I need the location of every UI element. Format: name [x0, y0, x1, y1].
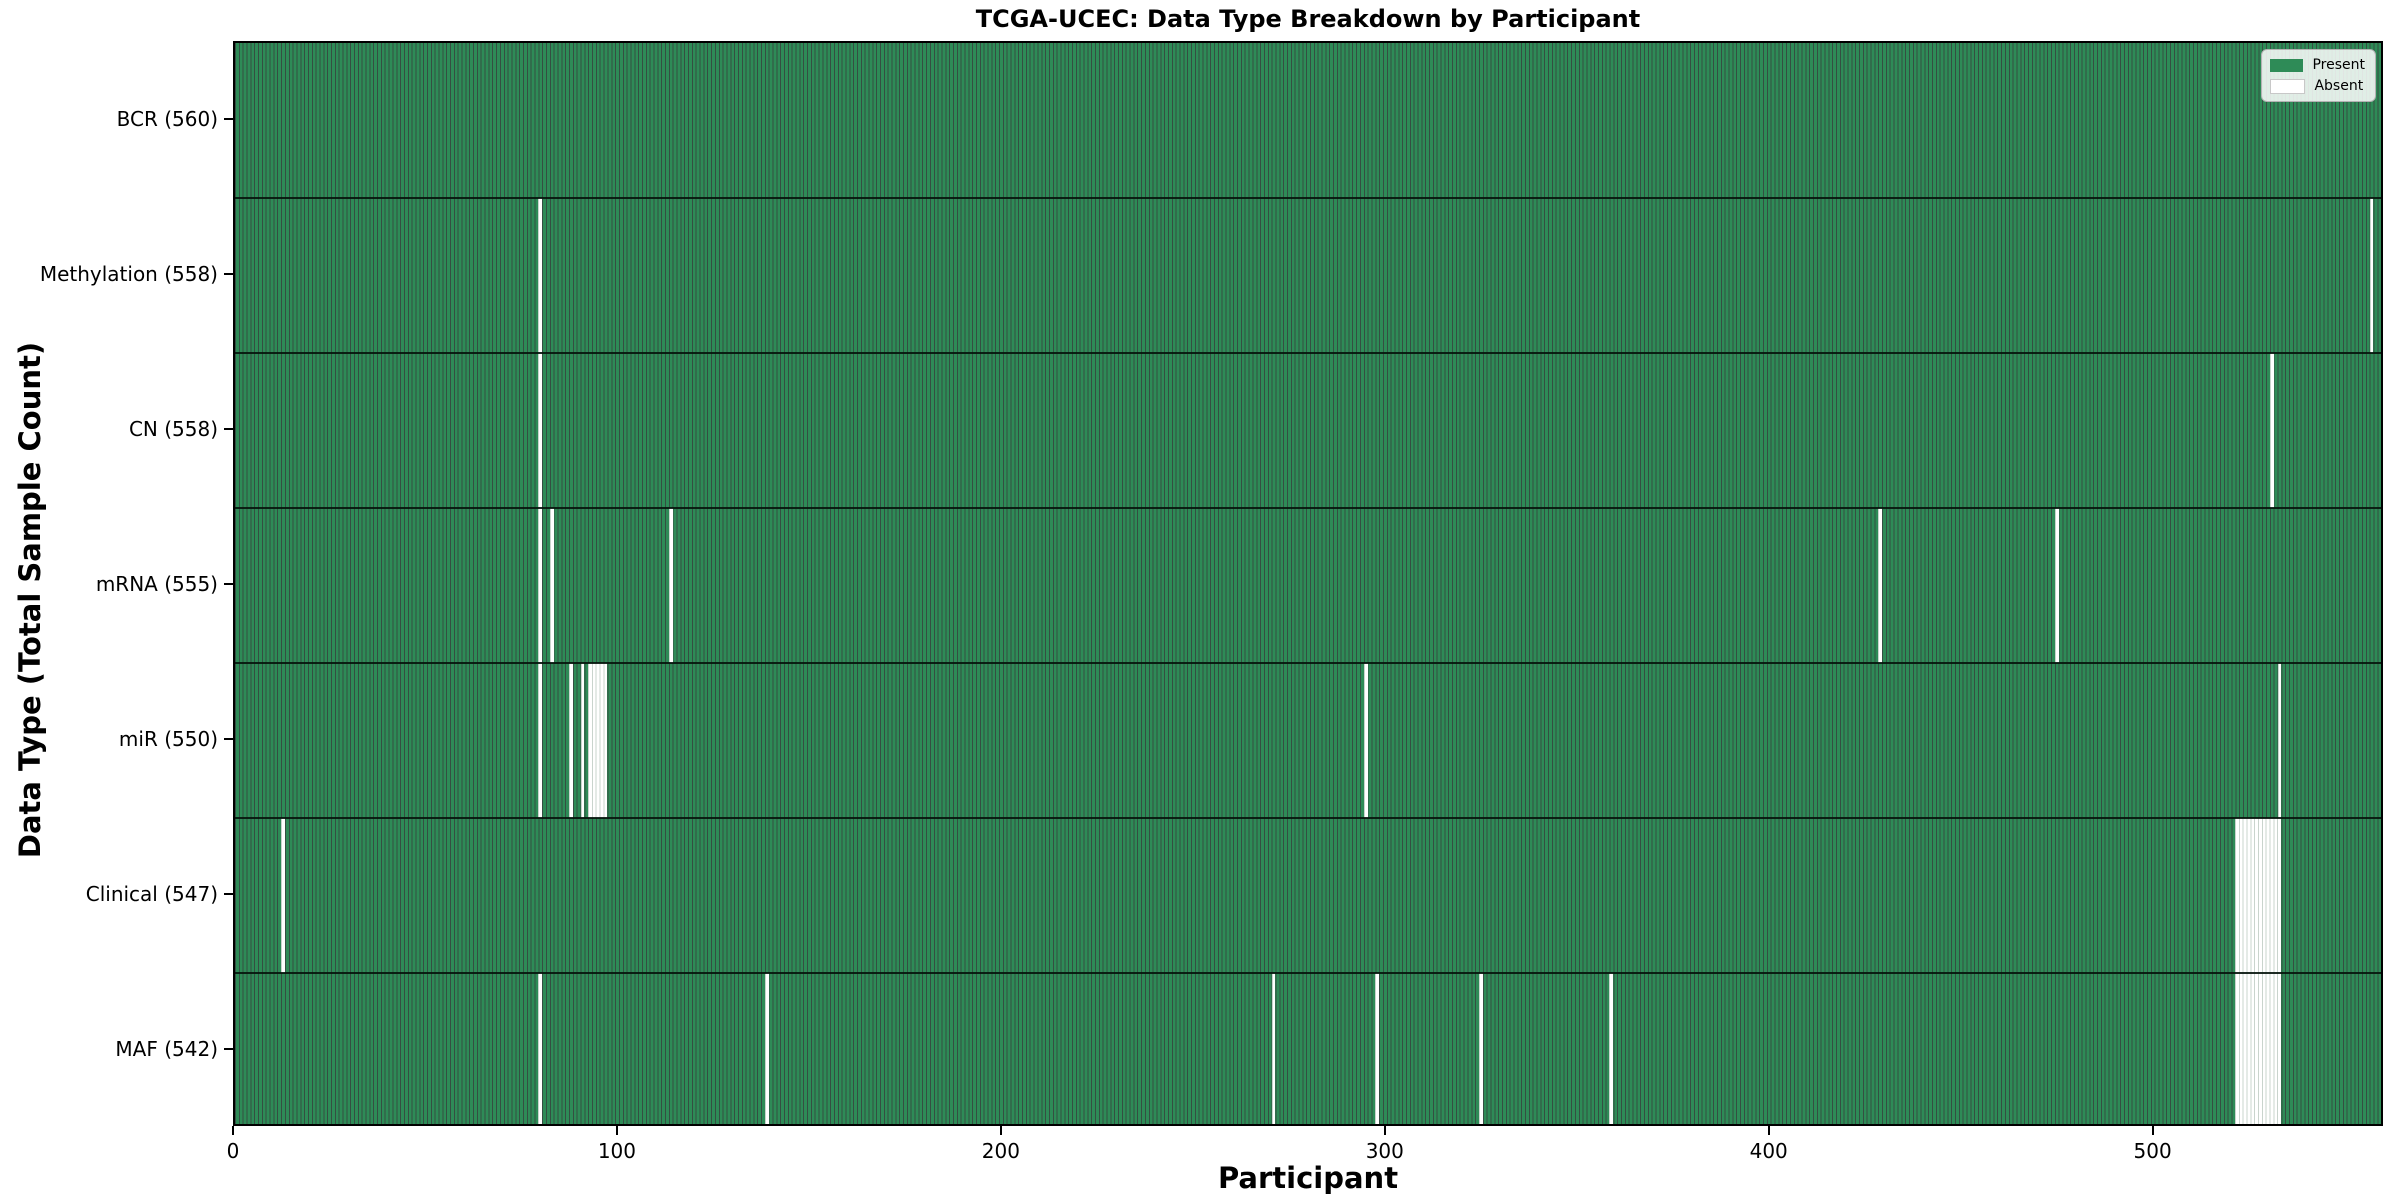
absent-gap — [2269, 353, 2274, 508]
legend-swatch-absent — [2270, 78, 2306, 94]
row-separator — [235, 507, 2381, 509]
y-tick-label-cn: CN (558) — [128, 416, 218, 441]
row-separator — [235, 817, 2381, 819]
y-tick-mark — [224, 582, 233, 585]
absent-gap — [2235, 973, 2282, 1124]
row-separator — [235, 197, 2381, 199]
absent-gap — [538, 663, 543, 818]
absent-gap — [2369, 198, 2374, 353]
absent-gap — [281, 818, 285, 973]
row-separator — [235, 662, 2381, 664]
absent-gap — [538, 198, 543, 353]
legend-label: Present — [2312, 57, 2365, 73]
absent-gap — [569, 663, 573, 818]
legend-item-absent: Absent — [2270, 78, 2365, 94]
y-tick-mark — [224, 892, 233, 895]
x-tick-label-100: 100 — [597, 1139, 637, 1163]
y-tick-mark — [224, 427, 233, 430]
row-separator — [235, 352, 2381, 354]
x-tick-label-300: 300 — [1365, 1139, 1404, 1163]
data-row-clinical — [235, 818, 2381, 973]
y-tick-label-clinical: Clinical (547) — [85, 881, 218, 906]
y-tick-label-maf: MAF (542) — [115, 1036, 218, 1061]
data-row-methylation — [235, 198, 2381, 353]
absent-gap — [1609, 973, 1614, 1124]
absent-gap — [1478, 973, 1483, 1124]
absent-gap — [2277, 663, 2282, 818]
row-separator — [235, 972, 2381, 974]
y-tick-label-methylation: Methylation (558) — [39, 261, 218, 286]
absent-gap — [580, 663, 585, 818]
y-tick-mark — [224, 737, 233, 740]
absent-gap — [549, 508, 554, 663]
legend: Present Absent — [2261, 49, 2376, 102]
data-row-cn — [235, 353, 2381, 508]
x-tick-label-500: 500 — [2133, 1139, 2172, 1163]
absent-gap — [764, 973, 769, 1124]
data-row-bcr — [235, 43, 2381, 198]
y-tick-mark — [224, 272, 233, 275]
absent-gap — [1878, 508, 1883, 663]
y-tick-mark — [224, 117, 233, 120]
plot-area: Present Absent — [233, 41, 2383, 1126]
absent-gap — [538, 353, 543, 508]
x-tick-mark — [232, 1126, 234, 1135]
data-row-maf — [235, 973, 2381, 1124]
absent-gap — [588, 663, 608, 818]
x-axis-label: Participant — [1217, 1161, 1399, 1195]
absent-gap — [538, 508, 543, 663]
y-axis-label: Data Type (Total Sample Count) — [13, 341, 47, 859]
x-tick-label-200: 200 — [981, 1139, 1020, 1163]
absent-gap — [2054, 508, 2059, 663]
x-tick-mark — [1767, 1126, 1770, 1135]
absent-gap — [668, 508, 673, 663]
y-tick-label-mrna: mRNA (555) — [95, 571, 218, 596]
legend-swatch-present — [2270, 58, 2304, 72]
y-tick-label-bcr: BCR (560) — [116, 106, 218, 131]
absent-gap — [1375, 973, 1380, 1124]
y-tick-label-mir: miR (550) — [118, 726, 218, 751]
absent-gap — [1271, 973, 1276, 1124]
chart-title: TCGA-UCEC: Data Type Breakdown by Partic… — [975, 5, 1641, 33]
x-tick-mark — [615, 1126, 618, 1135]
x-tick-label-400: 400 — [1749, 1139, 1788, 1163]
y-tick-mark — [224, 1047, 233, 1050]
data-row-mir — [235, 663, 2381, 818]
x-tick-label-0: 0 — [226, 1139, 240, 1163]
absent-gap — [538, 973, 543, 1124]
absent-gap — [2235, 818, 2282, 973]
x-tick-mark — [2151, 1126, 2154, 1135]
legend-item-present: Present — [2270, 57, 2365, 73]
x-tick-mark — [1383, 1126, 1386, 1135]
absent-gap — [1363, 663, 1368, 818]
data-row-mrna — [235, 508, 2381, 663]
x-tick-mark — [999, 1126, 1002, 1135]
legend-label: Absent — [2314, 78, 2364, 94]
